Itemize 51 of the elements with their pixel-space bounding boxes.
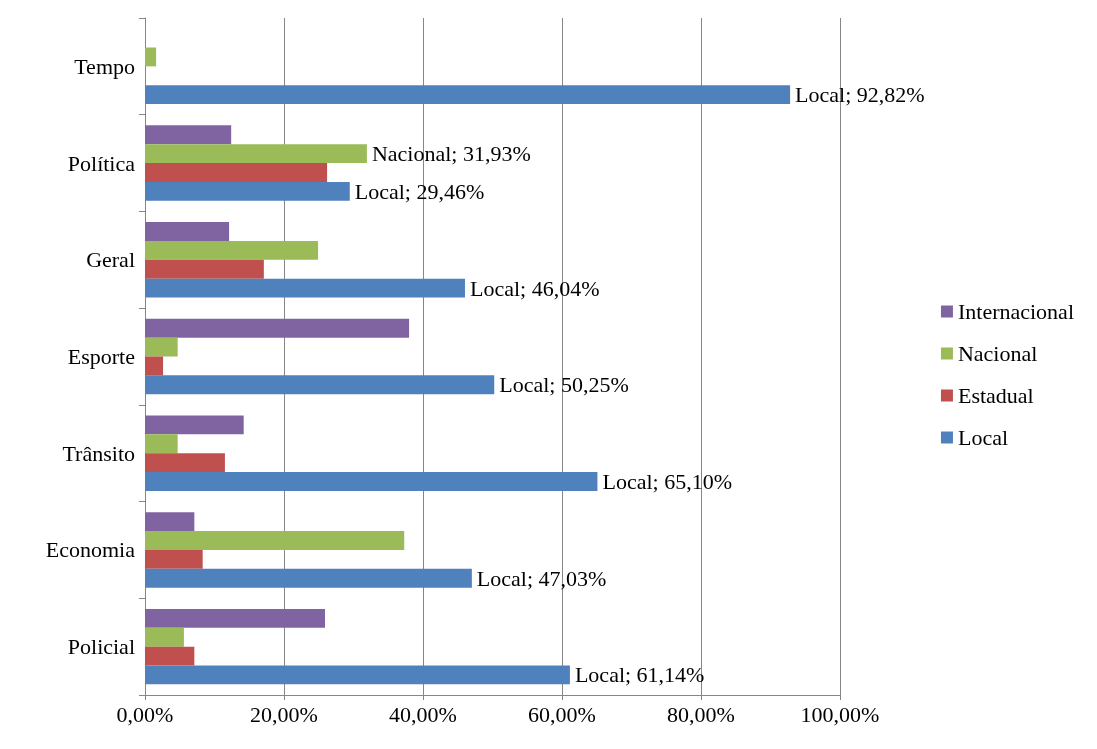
- legend-label: Estadual: [957, 383, 1034, 408]
- legend-label: Local: [957, 425, 1009, 450]
- x-tick-label: 80,00%: [667, 701, 735, 727]
- data-label: Local; 92,82%: [795, 82, 925, 108]
- bar: [145, 627, 184, 647]
- y-tick-label: Economia: [45, 537, 136, 563]
- y-tick-label: Policial: [67, 634, 135, 660]
- bar: [145, 472, 598, 491]
- y-tick-label: Tempo: [74, 53, 135, 79]
- x-tick-label: 40,00%: [389, 701, 457, 727]
- bar: [145, 163, 328, 182]
- data-label: Local; 50,25%: [499, 372, 629, 398]
- bar: [145, 318, 410, 338]
- bar: [145, 240, 319, 260]
- bar: [145, 512, 195, 532]
- bar: [145, 181, 350, 201]
- bar: [145, 278, 465, 298]
- bar: [145, 549, 203, 569]
- bar: [145, 356, 164, 376]
- x-tick-label: 20,00%: [250, 701, 318, 727]
- bar: [145, 608, 326, 628]
- bar: [145, 337, 178, 357]
- bar: [145, 453, 225, 473]
- bar: [145, 144, 367, 164]
- bar: [145, 125, 232, 145]
- data-label: Local; 47,03%: [476, 565, 607, 591]
- bar: [145, 85, 791, 105]
- data-label: Nacional; 31,93%: [371, 141, 531, 167]
- bar: [145, 568, 472, 588]
- bar: [145, 665, 570, 685]
- y-tick-label: Esporte: [67, 344, 135, 369]
- bar: [145, 415, 244, 435]
- y-tick-label: Trânsito: [62, 440, 135, 466]
- y-tick-label: Geral: [86, 247, 135, 273]
- data-label: Local; 61,14%: [574, 662, 705, 688]
- x-tick-label: 100,00%: [800, 701, 880, 727]
- x-tick-label: 60,00%: [528, 701, 596, 727]
- legend-label: Internacional: [957, 299, 1075, 324]
- data-label: Local; 65,10%: [602, 469, 732, 494]
- bar: [145, 646, 195, 666]
- bar: [145, 531, 405, 550]
- bar: [145, 259, 264, 279]
- data-label: Local; 29,46%: [354, 178, 485, 204]
- bar: [145, 47, 157, 67]
- bar: [145, 375, 495, 395]
- y-tick-label: Política: [67, 150, 136, 176]
- data-label: Local; 46,04%: [469, 275, 600, 301]
- bar: [145, 222, 230, 241]
- bar: [145, 434, 178, 454]
- legend-label: Nacional: [957, 341, 1038, 366]
- x-tick-label: 0,00%: [116, 701, 174, 727]
